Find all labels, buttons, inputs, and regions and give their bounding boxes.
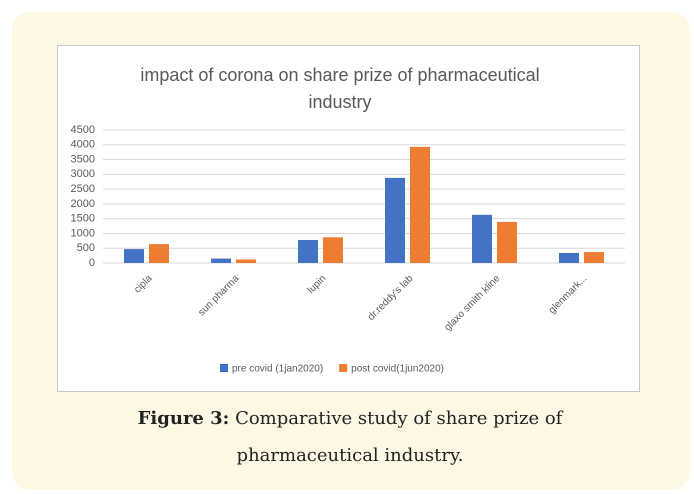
x-tick-label: sun pharma — [196, 273, 241, 318]
y-tick-label: 3500 — [71, 153, 95, 165]
legend-label: post covid(1jun2020) — [351, 364, 444, 375]
caption: Figure 3: Comparative study of share pri… — [90, 400, 610, 474]
caption-text: Comparative study of share prize of phar… — [235, 408, 563, 466]
x-tick-label: lupin — [306, 273, 329, 296]
y-tick-label: 500 — [77, 242, 95, 254]
y-tick-label: 4500 — [71, 124, 95, 136]
bar — [298, 239, 318, 263]
bar — [472, 214, 492, 263]
y-tick-label: 0 — [89, 257, 95, 269]
y-tick-label: 1500 — [71, 213, 95, 225]
bar — [559, 252, 579, 263]
bar — [385, 177, 405, 263]
legend-swatch — [339, 364, 348, 372]
x-tick-label: glaxo smith kline — [442, 273, 502, 333]
bar — [584, 252, 604, 263]
y-tick-label: 2000 — [71, 198, 95, 210]
bar — [149, 244, 169, 263]
bar — [410, 146, 430, 263]
y-tick-label: 3000 — [71, 168, 95, 180]
legend-swatch — [220, 364, 228, 372]
bar — [497, 221, 517, 263]
y-tick-label: 4000 — [71, 139, 95, 151]
bar — [124, 249, 144, 263]
bar — [211, 258, 231, 263]
legend-label: pre covid (1jan2020) — [232, 364, 323, 375]
x-tick-label: dr.reddy's lab — [366, 273, 416, 323]
x-tick-label: cipla — [132, 273, 155, 296]
caption-label: Figure 3: — [137, 408, 230, 429]
chart-title: impact of corona on share prize of pharm… — [140, 65, 539, 112]
y-tick-label: 1000 — [71, 227, 95, 239]
x-tick-label: glenmark... — [547, 273, 590, 316]
bar — [236, 259, 256, 263]
bar — [323, 237, 343, 263]
y-tick-label: 2500 — [71, 183, 95, 195]
